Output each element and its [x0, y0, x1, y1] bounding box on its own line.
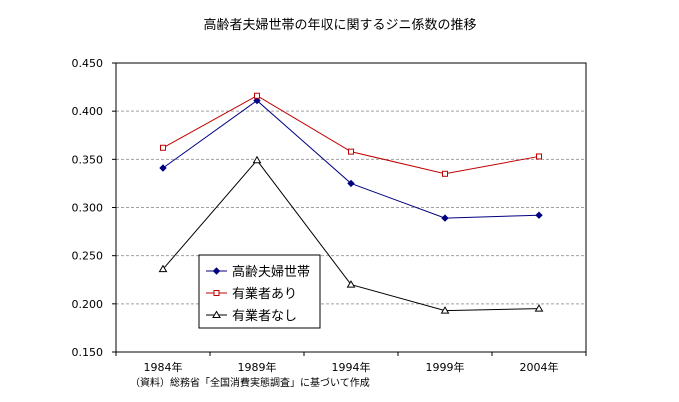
legend-marker [213, 290, 220, 296]
source-note: （資料）総務省「全国消費実態調査」に基づいて作成 [130, 376, 370, 389]
series-1-point [159, 164, 167, 172]
x-tick-label: 1999年 [426, 360, 465, 374]
legend-label: 高齢夫婦世帯 [232, 264, 310, 280]
x-axis: 1984年 1989年 1994年 1999年 2004年 [115, 352, 587, 374]
series-1-point [535, 211, 543, 219]
series-3-point [534, 304, 544, 312]
y-tick-label: 0.200 [72, 298, 104, 311]
chart-title: 高齢者夫婦世帯の年収に関するジニ係数の推移 [203, 17, 476, 33]
series-1 [159, 96, 543, 222]
series-2-line [162, 95, 540, 175]
legend-label: 有業者あり [232, 286, 297, 302]
legend-label: 有業者なし [232, 308, 297, 324]
series-group [158, 92, 544, 314]
legend-marker [212, 310, 221, 318]
series-2-point [160, 144, 166, 151]
y-tick-label: 0.400 [72, 105, 104, 118]
y-tick-label: 0.450 [72, 57, 104, 70]
series-2 [160, 92, 542, 177]
series-3-point [158, 264, 168, 273]
x-tick-label: 1989年 [238, 360, 277, 374]
series-2-point [348, 148, 354, 155]
x-tick-label: 1984年 [144, 360, 183, 374]
y-tick-label: 0.250 [72, 250, 104, 263]
series-2-point [442, 170, 448, 177]
series-1-point [347, 179, 355, 188]
series-3-point [346, 280, 356, 288]
gridlines [116, 110, 586, 305]
series-3-point [440, 306, 450, 314]
series-1-point [441, 214, 449, 222]
y-tick-label: 0.150 [72, 346, 104, 359]
series-2-point [536, 153, 542, 160]
series-3-point [252, 155, 262, 164]
x-tick-label: 1994年 [332, 360, 371, 374]
series-2-point [254, 92, 260, 99]
y-tick-label: 0.300 [72, 202, 104, 215]
y-tick-label: 0.350 [72, 153, 104, 166]
series-1-point [253, 96, 261, 105]
y-axis: 0.450 0.400 0.350 0.300 0.250 0.200 0.150 [72, 57, 116, 359]
x-tick-label: 2004年 [520, 360, 559, 374]
legend-marker [212, 267, 221, 275]
series-3 [158, 155, 544, 314]
